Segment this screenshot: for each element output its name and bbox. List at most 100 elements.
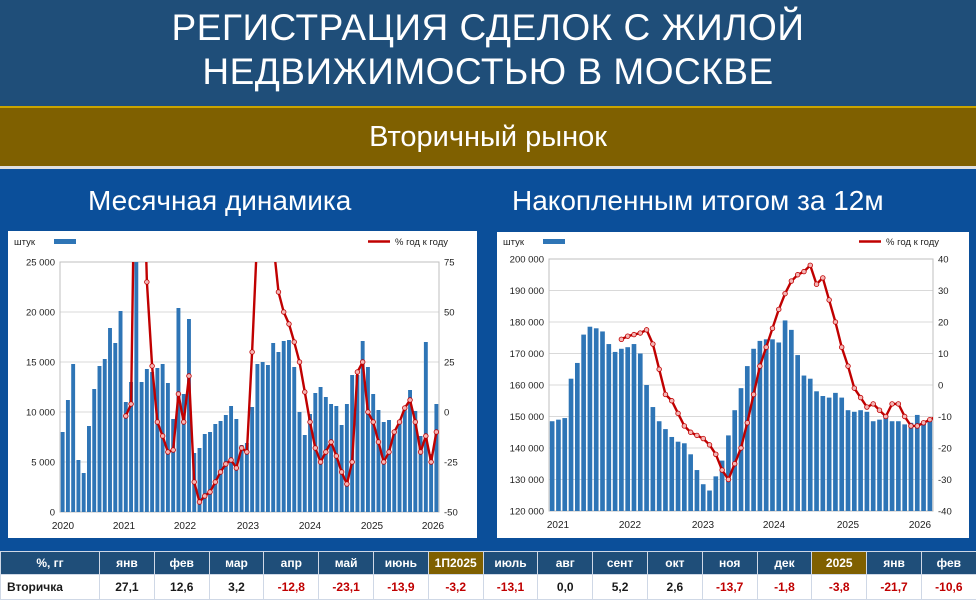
bar bbox=[381, 422, 386, 512]
cumulative-chart-panel: 120 000 130 000 140 000 150 000 160 000 170 0… bbox=[497, 232, 969, 538]
table-cell: -10,6 bbox=[920, 574, 976, 600]
bar bbox=[97, 366, 102, 512]
yoy-point bbox=[801, 268, 807, 275]
x-tick-label: 2020 bbox=[52, 521, 75, 532]
yoy-point bbox=[870, 401, 876, 407]
bar bbox=[81, 473, 86, 512]
yoy-point bbox=[927, 416, 933, 423]
yoy-point bbox=[407, 397, 413, 403]
bar bbox=[108, 328, 112, 512]
yoy-point bbox=[149, 363, 155, 369]
bar bbox=[434, 404, 439, 512]
y-tick-label: 20 000 bbox=[26, 308, 55, 319]
bar bbox=[65, 400, 70, 512]
yoy-point bbox=[624, 333, 631, 339]
bar bbox=[139, 382, 144, 512]
y2-tick-label: 50 bbox=[444, 308, 455, 319]
bar bbox=[845, 410, 851, 511]
bar bbox=[365, 367, 370, 512]
bar bbox=[908, 422, 914, 511]
y2-tick-label: 0 bbox=[444, 408, 449, 419]
x-tick-label: 2021 bbox=[113, 521, 136, 532]
table-header-cell: янв bbox=[99, 551, 155, 575]
yoy-table: %, гг янв фев мар апр май июнь 1П2025 июль авг сен… bbox=[0, 551, 976, 610]
yoy-point bbox=[725, 476, 732, 483]
y2-tick-label: 30 bbox=[938, 286, 949, 297]
bar bbox=[302, 435, 307, 512]
y2-tick-label: -20 bbox=[938, 444, 952, 455]
bar bbox=[606, 344, 612, 511]
bar bbox=[165, 383, 170, 512]
bar bbox=[60, 432, 65, 512]
bar bbox=[719, 460, 725, 511]
bar bbox=[408, 390, 412, 512]
table-cell: 5,2 bbox=[592, 574, 648, 600]
table-row-label: Вторичка bbox=[0, 574, 100, 600]
bar bbox=[826, 397, 832, 511]
yoy-point bbox=[307, 419, 313, 425]
yoy-point bbox=[675, 410, 681, 417]
yoy-point bbox=[820, 275, 826, 281]
table-header-cell: 1П2025 bbox=[427, 551, 484, 575]
y-tick-label: 160 000 bbox=[510, 381, 544, 392]
x-tick-label: 2023 bbox=[692, 520, 715, 531]
yoy-point bbox=[202, 493, 208, 499]
y-tick-label: 0 bbox=[50, 508, 55, 519]
y2-tick-label: 75 bbox=[444, 258, 455, 269]
bar bbox=[150, 372, 155, 512]
yoy-point bbox=[681, 423, 688, 429]
yoy-point bbox=[255, 231, 260, 234]
yoy-point bbox=[281, 309, 287, 315]
bar bbox=[795, 355, 800, 511]
x-tick-label: 2024 bbox=[763, 520, 786, 531]
bar bbox=[265, 365, 270, 512]
table-header-cell: сент bbox=[592, 551, 648, 575]
bar bbox=[76, 460, 81, 512]
yoy-point bbox=[889, 401, 895, 407]
table-cell: -1,8 bbox=[756, 574, 813, 600]
legend-bar-swatch bbox=[543, 239, 565, 244]
bar bbox=[902, 424, 908, 511]
table-header-cell: апр bbox=[263, 551, 320, 575]
table-cell: -12,8 bbox=[263, 574, 320, 600]
bar bbox=[387, 420, 391, 512]
table-cell: 3,2 bbox=[208, 574, 265, 600]
bar bbox=[833, 392, 838, 511]
bar bbox=[839, 397, 845, 511]
bar bbox=[71, 364, 76, 512]
x-tick-label: 2023 bbox=[237, 521, 260, 532]
bar bbox=[581, 334, 586, 511]
yoy-point bbox=[959, 395, 964, 400]
market-subtitle: Вторичный рынок bbox=[369, 121, 607, 153]
yoy-point bbox=[296, 359, 303, 365]
bar bbox=[574, 362, 580, 511]
table-cell: -13,1 bbox=[482, 574, 539, 600]
yoy-point bbox=[302, 389, 308, 395]
bar bbox=[355, 375, 360, 512]
bar bbox=[631, 344, 637, 511]
bar bbox=[418, 436, 423, 512]
yoy-point bbox=[794, 272, 801, 278]
bar bbox=[807, 378, 813, 511]
y-tick-label: 190 000 bbox=[510, 286, 544, 297]
yoy-point bbox=[719, 467, 725, 473]
y-tick-label: 200 000 bbox=[510, 255, 544, 266]
yoy-point bbox=[338, 469, 345, 475]
bar bbox=[814, 391, 819, 511]
yoy-point bbox=[154, 419, 161, 425]
bar bbox=[757, 340, 763, 511]
bar bbox=[625, 347, 631, 511]
bar bbox=[751, 348, 756, 511]
monthly-chart-heading: Месячная динамика bbox=[88, 185, 352, 216]
bar bbox=[726, 435, 731, 511]
monthly-chart: 0 5 000 10 000 15 000 20 000 25 000 -50 -25 0 25 5… bbox=[14, 231, 458, 532]
yoy-point bbox=[375, 439, 382, 445]
bar bbox=[87, 426, 91, 512]
y2-tick-label: -10 bbox=[938, 412, 952, 423]
bar bbox=[244, 443, 249, 512]
yoy-point bbox=[631, 331, 637, 338]
table-cell: 27,1 bbox=[99, 574, 155, 600]
yoy-point bbox=[839, 344, 845, 350]
bar bbox=[549, 421, 555, 511]
yoy-point bbox=[738, 445, 744, 451]
